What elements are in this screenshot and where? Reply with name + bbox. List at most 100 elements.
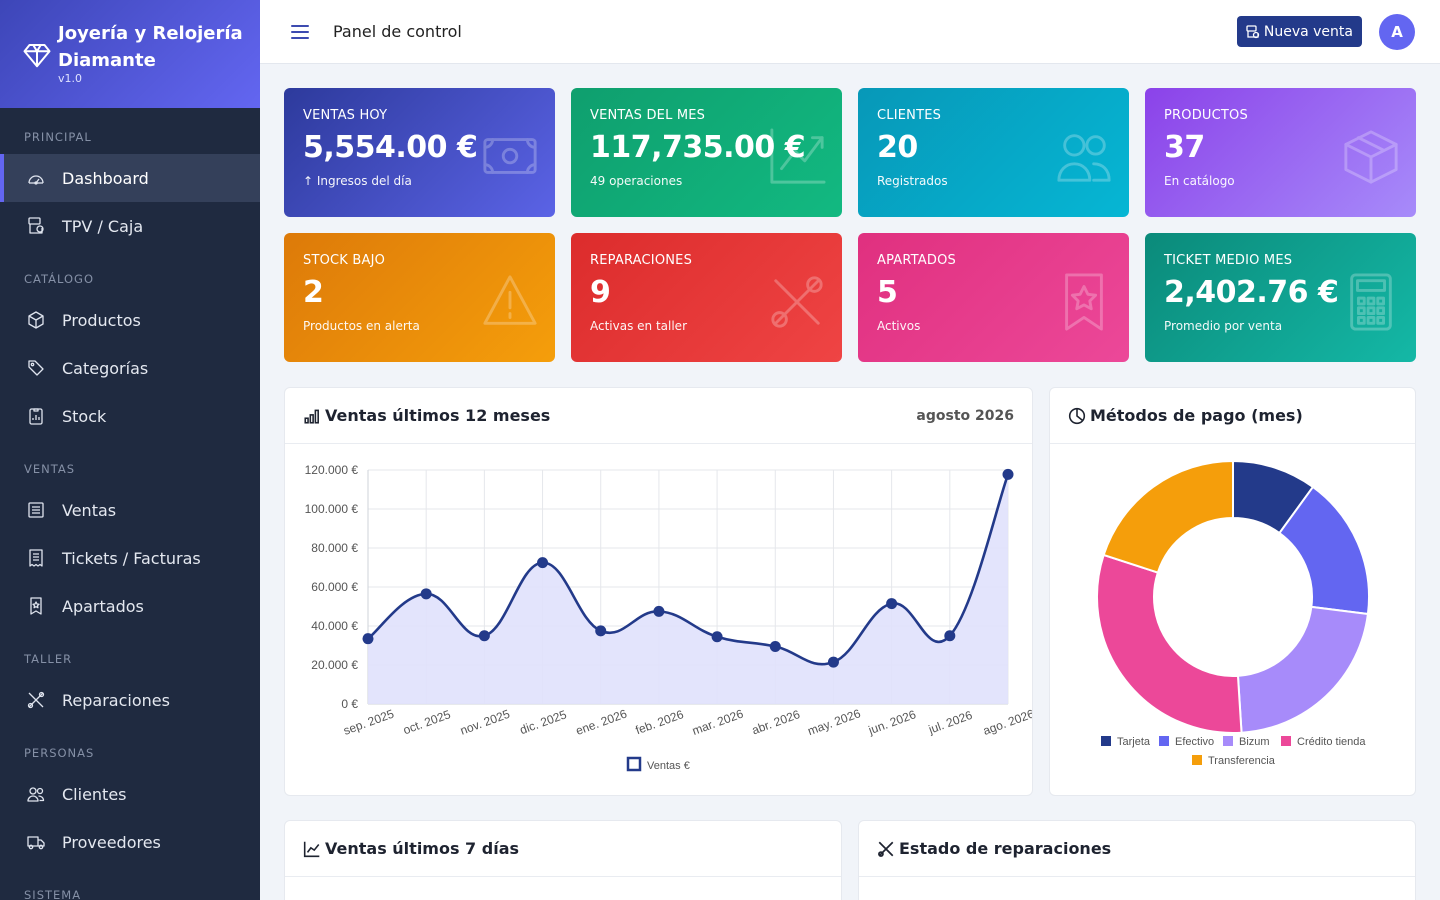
tools-icon: [27, 691, 45, 709]
sidebar-section-title: TALLER: [24, 652, 73, 666]
stat-card[interactable]: VENTAS DEL MES 117,735.00 € 49 operaciones: [571, 88, 842, 217]
data-point: [595, 625, 607, 637]
stat-card[interactable]: TICKET MEDIO MES 2,402.76 € Promedio por v…: [1145, 233, 1416, 362]
card-label: CLIENTES: [877, 108, 942, 123]
sidebar-item-dashboard[interactable]: Dashboard: [0, 154, 260, 202]
y-tick-label: 20.000 €: [311, 658, 358, 672]
sidebar-item-tickets-facturas[interactable]: Tickets / Facturas: [0, 534, 260, 582]
x-tick-label: jun. 2026: [866, 707, 918, 737]
data-point: [653, 605, 665, 617]
stat-card[interactable]: APARTADOS 5 Activos: [858, 233, 1129, 362]
sidebar-item-productos[interactable]: Productos: [0, 296, 260, 344]
card-subtext: Activos: [877, 319, 921, 333]
warning-icon: [483, 275, 537, 325]
sales-12-months-panel: Ventas últimos 12 meses agosto 2026 0 € 2…: [284, 387, 1033, 796]
card-value: 2: [303, 275, 324, 310]
period-label: agosto 2026: [916, 407, 1014, 424]
sidebar: Joyería y Relojería Diamante v1.0 PRINCI…: [0, 0, 260, 900]
sidebar-item-apartados[interactable]: Apartados: [0, 582, 260, 630]
y-tick-label: 100.000 €: [305, 502, 359, 516]
x-tick-label: nov. 2025: [458, 707, 512, 738]
card-value: 9: [590, 275, 611, 310]
sidebar-item-label: Apartados: [62, 596, 144, 616]
donut-chart: Tarjeta Efectivo Bizum Crédito tienda Transf…: [1096, 459, 1370, 767]
avatar[interactable]: A: [1379, 14, 1415, 50]
x-tick-label: abr. 2026: [750, 707, 802, 737]
sidebar-item-tpv-caja[interactable]: TPV / Caja: [0, 202, 260, 250]
tags-icon: [28, 360, 44, 376]
sidebar-item-ventas[interactable]: Ventas: [0, 486, 260, 534]
sidebar-item-stock[interactable]: Stock: [0, 392, 260, 440]
graph-up-icon: [770, 128, 826, 184]
legend-swatch: [626, 756, 642, 772]
card-label: VENTAS HOY: [303, 108, 388, 123]
data-point: [769, 640, 781, 652]
topbar: Panel de control Nueva venta A: [260, 0, 1440, 64]
brand-name: Joyería y Relojería Diamante: [58, 23, 243, 71]
legend-swatch: [1281, 736, 1291, 746]
card-value: 37: [1164, 130, 1205, 165]
list-icon: [28, 502, 44, 518]
people-icon: [1057, 134, 1111, 182]
stat-card[interactable]: VENTAS HOY 5,554.00 € ↑ Ingresos del día: [284, 88, 555, 217]
legend-swatch: [1223, 736, 1233, 746]
sidebar-item-proveedores[interactable]: Proveedores: [0, 818, 260, 866]
legend-label: Tarjeta: [1117, 736, 1151, 748]
sidebar-item-label: Clientes: [62, 784, 127, 804]
graph-up-icon: [303, 841, 320, 857]
card-subtext: ↑ Ingresos del día: [303, 174, 412, 188]
stat-card[interactable]: CLIENTES 20 Registrados: [858, 88, 1129, 217]
card-subtext: Activas en taller: [590, 319, 688, 333]
card-value: 117,735.00 €: [590, 130, 806, 165]
legend-swatch: [1192, 755, 1202, 765]
menu-toggle-icon[interactable]: [291, 24, 309, 39]
legend-swatch: [1159, 736, 1169, 746]
sidebar-item-label: Ventas: [62, 500, 117, 520]
box-icon: [1344, 130, 1398, 184]
sidebar-item-label: Productos: [62, 310, 141, 330]
legend-label: Efectivo: [1175, 736, 1214, 748]
calculator-icon: [1350, 273, 1392, 331]
sidebar-item-label: Proveedores: [62, 832, 161, 852]
cash-register-icon: [28, 217, 44, 234]
card-label: REPARACIONES: [590, 253, 693, 268]
y-tick-label: 120.000 €: [305, 463, 359, 477]
x-tick-label: oct. 2025: [401, 707, 452, 737]
sidebar-item-categorías[interactable]: Categorías: [0, 344, 260, 392]
panel-title: Ventas últimos 12 meses: [325, 406, 551, 425]
people-icon: [27, 787, 45, 802]
cash-register-icon: [1246, 24, 1260, 38]
data-point: [362, 633, 374, 645]
page-title: Panel de control: [333, 22, 462, 41]
tools-icon: [771, 276, 823, 328]
new-sale-button[interactable]: Nueva venta: [1236, 16, 1362, 47]
data-point: [420, 588, 432, 600]
sales-7-days-panel: Ventas últimos 7 días: [284, 820, 842, 900]
x-tick-label: sep. 2025: [341, 707, 396, 738]
legend-label: Bizum: [1239, 736, 1270, 748]
y-tick-label: 40.000 €: [311, 619, 358, 633]
card-subtext: En catálogo: [1164, 174, 1235, 188]
data-point: [886, 598, 898, 610]
card-value: 5,554.00 €: [303, 130, 478, 165]
y-tick-label: 0 €: [341, 697, 358, 711]
stat-card[interactable]: STOCK BAJO 2 Productos en alerta: [284, 233, 555, 362]
sidebar-item-clientes[interactable]: Clientes: [0, 770, 260, 818]
pie-slice: [1096, 553, 1243, 734]
line-chart: 0 € 20.000 € 40.000 € 60.000 € 80.000 € 100.0…: [305, 463, 1032, 772]
stat-card[interactable]: REPARACIONES 9 Activas en taller: [571, 233, 842, 362]
brand[interactable]: Joyería y Relojería Diamante v1.0: [0, 0, 260, 108]
pie-slice: [1102, 459, 1234, 574]
cash-icon: [483, 138, 537, 174]
card-value: 20: [877, 130, 918, 165]
card-label: PRODUCTOS: [1164, 108, 1248, 123]
sidebar-item-reparaciones[interactable]: Reparaciones: [0, 676, 260, 724]
card-subtext: Promedio por venta: [1164, 319, 1283, 333]
legend-label: Ventas €: [647, 760, 690, 772]
stat-card[interactable]: PRODUCTOS 37 En catálogo: [1145, 88, 1416, 217]
x-tick-label: dic. 2025: [518, 707, 569, 737]
sidebar-item-label: Reparaciones: [62, 690, 170, 710]
pie-slice: [1236, 605, 1370, 734]
pie-chart-icon: [1068, 407, 1086, 424]
box-icon: [28, 311, 44, 329]
